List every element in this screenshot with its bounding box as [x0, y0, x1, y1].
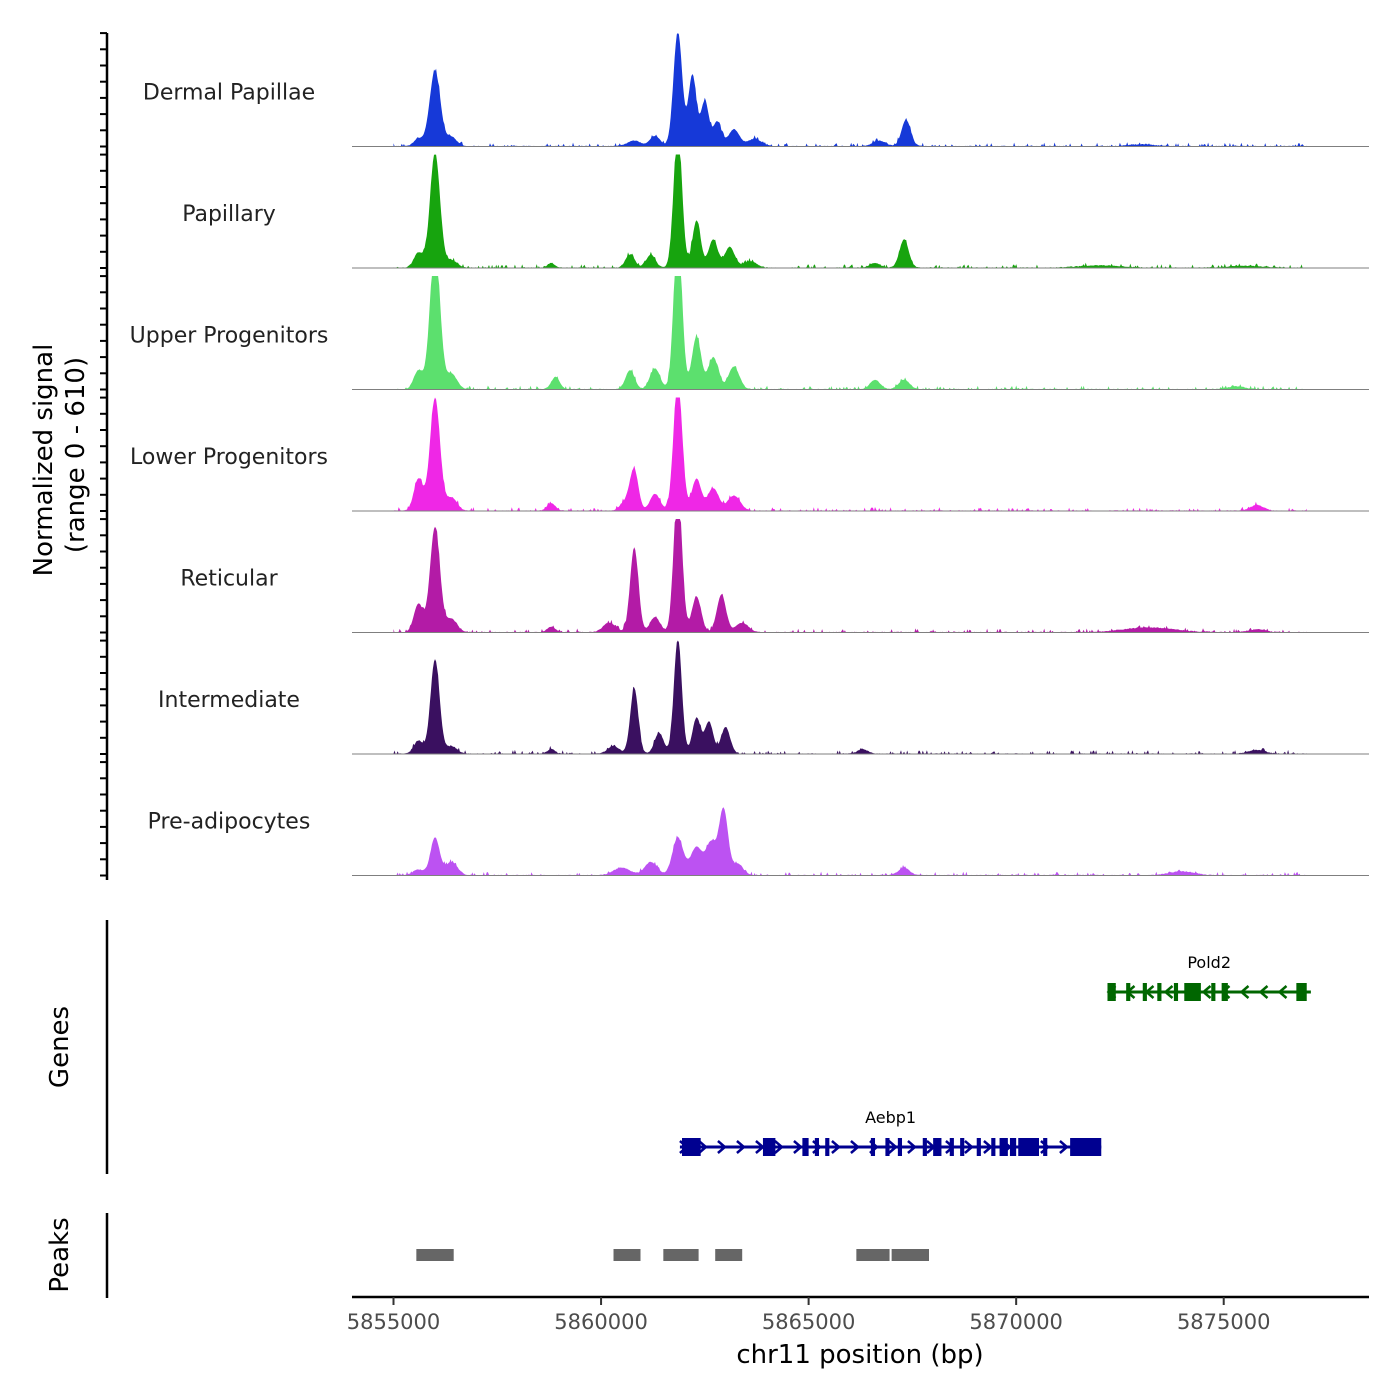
strand-arrow — [888, 1140, 898, 1154]
gene-label: Pold2 — [1187, 953, 1231, 972]
signal-area — [393, 276, 1307, 390]
gene-aebp1: Aebp1 — [679, 1108, 1102, 1156]
track-dermal-papillae — [352, 33, 1369, 147]
x-tick-label: 5855000 — [347, 1310, 441, 1334]
x-axis-title: chr11 position (bp) — [736, 1340, 983, 1370]
peak-region — [891, 1249, 929, 1261]
strand-arrow — [774, 1140, 784, 1154]
gene-label: Aebp1 — [865, 1108, 916, 1127]
exon — [1184, 983, 1201, 1001]
exon — [897, 1138, 903, 1156]
signal-area — [393, 640, 1307, 754]
peak-region — [416, 1249, 454, 1261]
strand-arrow — [983, 1140, 993, 1154]
track-label: Pre-adipocytes — [148, 810, 311, 835]
track-label: Reticular — [180, 567, 278, 592]
exon — [825, 1138, 830, 1156]
peaks-track-title: Peaks — [45, 1217, 75, 1292]
exon — [814, 1138, 819, 1156]
genes-track: Pold2 Aebp1 — [679, 953, 1311, 1156]
track-label: Dermal Papillae — [143, 81, 315, 106]
strand-arrow — [1277, 985, 1288, 999]
exon — [949, 1138, 954, 1156]
strand-arrow — [736, 1140, 746, 1154]
exon — [1173, 983, 1179, 1001]
gene-pold2: Pold2 — [1106, 953, 1311, 1001]
exon — [802, 1138, 809, 1156]
peak-region — [613, 1249, 641, 1261]
exon — [885, 1138, 890, 1156]
track-labels: Dermal Papillae Papillary Upper Progenitor… — [130, 81, 329, 835]
peak-region — [856, 1249, 890, 1261]
track-label: Papillary — [182, 202, 276, 227]
exon — [1142, 983, 1147, 1001]
exon — [960, 1138, 965, 1156]
strand-arrow — [964, 1140, 974, 1154]
strand-arrow — [831, 1140, 841, 1154]
track-upper-progenitors — [352, 276, 1369, 390]
y-axis-title-line1: Normalized signal — [29, 344, 59, 577]
x-tick-label: 5870000 — [969, 1310, 1063, 1334]
x-tick-label: 5865000 — [762, 1310, 856, 1334]
track-reticular — [352, 519, 1369, 633]
exon — [1126, 983, 1131, 1001]
track-label: Intermediate — [158, 688, 300, 713]
peaks-track — [416, 1249, 929, 1261]
exon — [922, 1138, 927, 1156]
strand-arrow — [1059, 1140, 1069, 1154]
signal-area — [393, 807, 1307, 876]
track-label: Upper Progenitors — [130, 324, 329, 349]
signal-tracks — [352, 33, 1369, 876]
exon — [1107, 983, 1116, 1001]
strand-arrow — [793, 1140, 803, 1154]
peak-region — [663, 1249, 699, 1261]
exon — [1221, 983, 1228, 1001]
exon — [870, 1138, 876, 1156]
strand-arrow — [1239, 985, 1250, 999]
signal-area — [393, 33, 1307, 147]
strand-arrow — [1201, 985, 1212, 999]
signal-area — [393, 397, 1307, 511]
exon — [976, 1138, 981, 1156]
exon — [1296, 983, 1307, 1001]
exon — [1157, 983, 1162, 1001]
exon — [762, 1138, 776, 1156]
strand-arrow — [907, 1140, 917, 1154]
strand-arrow — [755, 1140, 765, 1154]
exon — [1043, 1138, 1048, 1156]
strand-arrow — [698, 1140, 708, 1154]
strand-arrow — [1163, 985, 1174, 999]
track-label: Lower Progenitors — [130, 445, 328, 470]
exon — [1018, 1138, 1039, 1156]
track-papillary — [352, 154, 1369, 269]
exon — [991, 1138, 996, 1156]
track-pre-adipocytes — [352, 807, 1369, 876]
genes-track-title: Genes — [45, 1006, 75, 1088]
x-tick-label: 5860000 — [554, 1310, 648, 1334]
signal-area — [393, 154, 1307, 268]
exon — [999, 1138, 1008, 1156]
exon — [1070, 1138, 1102, 1156]
exon — [1211, 983, 1216, 1001]
strand-arrow — [850, 1140, 860, 1154]
peak-region — [715, 1249, 743, 1261]
y-axis-title-line2: (range 0 - 610) — [61, 357, 91, 553]
track-lower-progenitors — [352, 397, 1369, 512]
signal-area — [393, 519, 1307, 633]
strand-arrow — [717, 1140, 727, 1154]
x-axis: 5855000 5860000 5865000 5870000 5875000 — [347, 1295, 1369, 1334]
strand-arrow — [1258, 985, 1269, 999]
exon — [933, 1138, 942, 1156]
exon — [682, 1138, 701, 1156]
track-intermediate — [352, 640, 1369, 755]
x-tick-label: 5875000 — [1177, 1310, 1271, 1334]
exon — [1009, 1138, 1017, 1156]
signal-y-axis — [100, 32, 109, 880]
